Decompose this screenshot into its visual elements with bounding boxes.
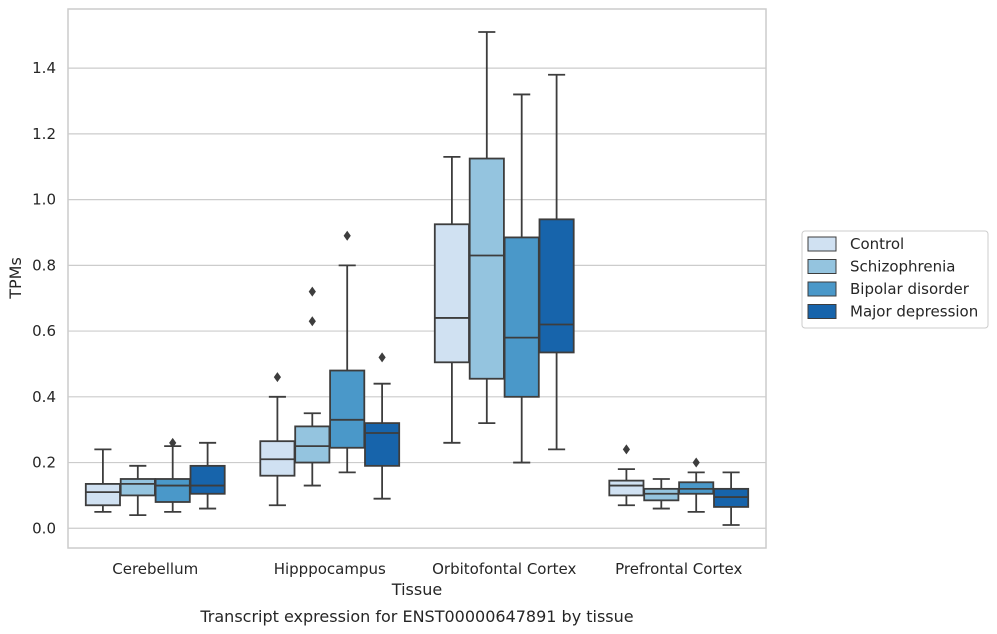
- box-iqr: [189, 464, 226, 495]
- legend-swatch: [807, 281, 837, 297]
- y-tick-labels: 0.0 0.2 0.4 0.6 0.8 1.0 1.2 1.4: [32, 59, 56, 537]
- y-tick-label: 1.2: [32, 125, 56, 143]
- box-iqr: [84, 483, 121, 507]
- box-bipolar-disorder: [678, 457, 715, 513]
- outlier-point: [169, 437, 177, 448]
- legend-swatch: [807, 259, 837, 274]
- legend-label: Major depression: [850, 303, 978, 321]
- x-tick-label: Prefrontal Cortex: [615, 560, 742, 578]
- x-tick-labels: Cerebellum Hipppocampus Orbitofontal Corte…: [112, 560, 742, 578]
- box-major-depression: [364, 352, 401, 500]
- legend-items: Control Schizophrenia Bipolar disorder Majo…: [807, 235, 978, 321]
- box-control: [259, 372, 296, 507]
- box-iqr: [468, 157, 505, 380]
- y-tick-label: 1.0: [32, 191, 56, 209]
- box-major-depression: [538, 73, 575, 451]
- outlier-point: [273, 372, 281, 383]
- box-iqr: [538, 218, 575, 354]
- box-schizophrenia: [294, 286, 331, 487]
- outlier-point: [692, 457, 700, 468]
- y-axis-title: TPMs: [6, 257, 25, 300]
- y-tick-label: 0.2: [32, 454, 56, 472]
- outlier-point: [343, 230, 351, 241]
- legend-swatch: [807, 236, 837, 252]
- box-iqr: [119, 478, 156, 497]
- outlier-point: [308, 286, 316, 297]
- box-bipolar-disorder: [154, 437, 191, 513]
- box-control: [433, 155, 470, 444]
- outlier-point: [308, 316, 316, 327]
- legend-label: Control: [850, 235, 904, 253]
- plot-frame: [67, 8, 767, 549]
- legend-label: Bipolar disorder: [850, 280, 970, 298]
- y-tick-label: 0.6: [32, 322, 56, 340]
- box-iqr: [433, 223, 470, 364]
- outlier-point: [378, 352, 386, 363]
- chart-caption: Transcript expression for ENST0000064789…: [199, 607, 633, 626]
- box-major-depression: [713, 471, 750, 526]
- legend-swatch: [807, 304, 837, 319]
- box-iqr: [329, 369, 366, 449]
- box-iqr: [503, 236, 540, 398]
- box-iqr: [154, 478, 191, 503]
- box-major-depression: [189, 441, 226, 510]
- x-tick-label: Orbitofontal Cortex: [432, 560, 576, 578]
- y-tick-label: 0.8: [32, 256, 56, 274]
- legend-frame: [801, 230, 989, 329]
- x-axis-title: Tissue: [391, 580, 442, 599]
- box-schizophrenia: [643, 478, 680, 510]
- box-iqr: [364, 422, 401, 467]
- y-tick-label: 0.4: [32, 388, 56, 406]
- box-iqr: [608, 479, 645, 497]
- x-tick-label: Cerebellum: [112, 560, 198, 578]
- box-control: [608, 444, 645, 507]
- y-tick-label: 0.0: [32, 519, 56, 537]
- box-schizophrenia: [468, 31, 505, 425]
- legend: Control Schizophrenia Bipolar disorder Majo…: [801, 230, 989, 329]
- box-layer: [84, 31, 750, 526]
- box-bipolar-disorder: [329, 230, 366, 474]
- x-tick-label: Hipppocampus: [274, 560, 386, 578]
- y-tick-label: 1.4: [32, 59, 56, 77]
- outlier-point: [622, 444, 630, 455]
- box-iqr: [294, 425, 331, 464]
- box-control: [84, 448, 121, 513]
- grid-lines: [68, 67, 766, 529]
- box-schizophrenia: [119, 464, 156, 517]
- legend-label: Schizophrenia: [850, 258, 955, 276]
- box-bipolar-disorder: [503, 93, 540, 464]
